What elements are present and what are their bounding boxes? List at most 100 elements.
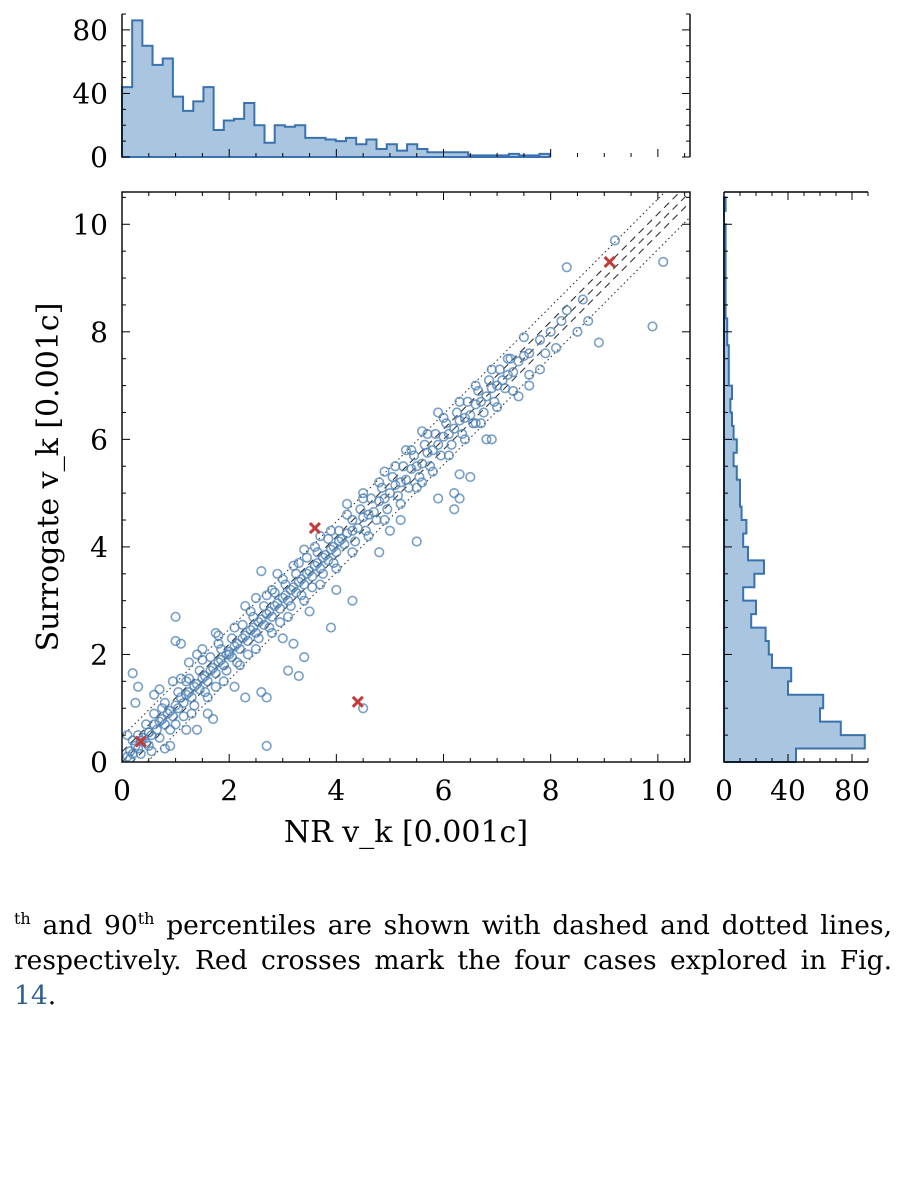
scatter-point xyxy=(189,700,200,711)
scatter-point xyxy=(183,686,195,698)
scatter-point xyxy=(175,638,187,649)
figure-reference-link[interactable]: 14 xyxy=(14,980,48,1011)
scatter-point xyxy=(427,445,438,456)
scatter-point xyxy=(341,509,353,520)
scatter-point xyxy=(534,364,546,375)
scatter-point xyxy=(609,235,621,246)
scatter-point xyxy=(583,315,594,327)
scatter-point xyxy=(170,611,181,622)
scatter-point xyxy=(250,627,262,639)
scatter-point xyxy=(242,635,254,647)
scatter-point xyxy=(191,678,203,690)
scatter-point xyxy=(425,461,436,472)
scatter-point xyxy=(149,689,160,700)
scatter-point xyxy=(347,547,358,558)
y-tick-label: 4 xyxy=(90,531,108,564)
scatter-point xyxy=(293,557,304,569)
scatter-point xyxy=(202,676,213,687)
y-tick-label: 8 xyxy=(90,316,108,349)
scatter-point xyxy=(248,611,259,622)
scatter-point xyxy=(459,412,471,423)
scatter-point xyxy=(534,334,546,345)
scatter-plot: 0 2 4 6 8 10 0 2 4 6 8 10 NR v_k [0.001c] Surrogate v… xyxy=(31,191,691,850)
scatter-point xyxy=(307,582,318,593)
scatter-point xyxy=(433,439,444,450)
scatter-point xyxy=(162,708,173,719)
scatter-point xyxy=(366,493,377,504)
dashed-percentile-line xyxy=(122,192,681,753)
chart-svg: 0 40 80 0 40 80 0 2 4 6 8 10 0 2 4 6 8 10 NR v_k [0.001c… xyxy=(31,13,870,850)
scatter-point xyxy=(173,686,184,698)
scatter-point xyxy=(264,606,275,617)
reference-lines xyxy=(122,192,690,762)
scatter-point xyxy=(379,493,390,504)
scatter-point xyxy=(315,531,326,542)
scatter-point xyxy=(540,348,551,359)
scatter-point xyxy=(216,643,227,655)
scatter-point xyxy=(135,748,146,760)
right-histogram-bars xyxy=(723,196,866,763)
figure: 0 40 80 0 40 80 0 2 4 6 8 10 0 2 4 6 8 10 NR v_k [0.001c… xyxy=(31,13,870,850)
scatter-point xyxy=(181,676,192,687)
scatter-point xyxy=(130,697,141,708)
dotted-percentile-line xyxy=(122,192,666,738)
scatter-point xyxy=(317,568,329,579)
scatter-point xyxy=(189,681,200,692)
scatter-point xyxy=(312,547,323,558)
scatter-point xyxy=(229,681,240,692)
scatter-point xyxy=(280,590,291,601)
scatter-point xyxy=(194,665,205,676)
scatter-point xyxy=(242,649,254,660)
scatter-point xyxy=(309,560,321,571)
scatter-point xyxy=(216,654,227,665)
scatter-point xyxy=(288,638,299,649)
scatter-point xyxy=(489,396,500,407)
scatter-point xyxy=(272,568,283,579)
scatter-point xyxy=(258,600,270,612)
scatter-point xyxy=(307,571,318,582)
scatter-point xyxy=(256,686,267,698)
scatter-point xyxy=(277,592,288,604)
scatter-point xyxy=(154,684,165,695)
scatter-point xyxy=(165,724,176,735)
scatter-point xyxy=(433,407,444,418)
scatter-point xyxy=(374,477,385,488)
scatter-point xyxy=(449,423,460,434)
scatter-point xyxy=(202,708,213,719)
scatter-point xyxy=(197,643,208,655)
scatter-point xyxy=(199,686,211,698)
scatter-point xyxy=(210,668,221,679)
scatter-points xyxy=(122,235,669,762)
scatter-point xyxy=(194,684,205,695)
scatter-point xyxy=(237,619,248,630)
scatter-point xyxy=(234,643,245,655)
scatter-point xyxy=(483,375,495,386)
scatter-point xyxy=(248,622,259,633)
x-tick-label: 0 xyxy=(113,774,131,807)
right-x-tick-label: 40 xyxy=(770,774,806,807)
scatter-point xyxy=(240,630,251,641)
scatter-point xyxy=(416,477,428,488)
scatter-point xyxy=(315,563,326,574)
top-histogram-bars xyxy=(121,19,551,158)
scatter-point xyxy=(213,630,224,641)
scatter-point xyxy=(467,418,479,429)
scatter-point xyxy=(127,735,138,746)
red-cross-marker xyxy=(134,735,147,748)
scatter-point xyxy=(226,633,237,644)
scatter-point xyxy=(449,488,460,499)
red-cross-marker xyxy=(308,522,321,535)
scatter-point xyxy=(272,598,283,609)
y-tick-label: 2 xyxy=(90,638,108,671)
scatter-point xyxy=(486,434,497,445)
scatter-point xyxy=(224,649,235,660)
scatter-point xyxy=(277,574,288,585)
scatter-point xyxy=(363,531,374,542)
scatter-point xyxy=(207,713,219,725)
scatter-point xyxy=(331,547,342,558)
scatter-point xyxy=(234,660,245,671)
scatter-point xyxy=(261,740,272,751)
caption-mid-1: and 90 xyxy=(30,910,138,941)
scatter-point xyxy=(379,466,390,477)
scatter-point xyxy=(253,617,264,628)
